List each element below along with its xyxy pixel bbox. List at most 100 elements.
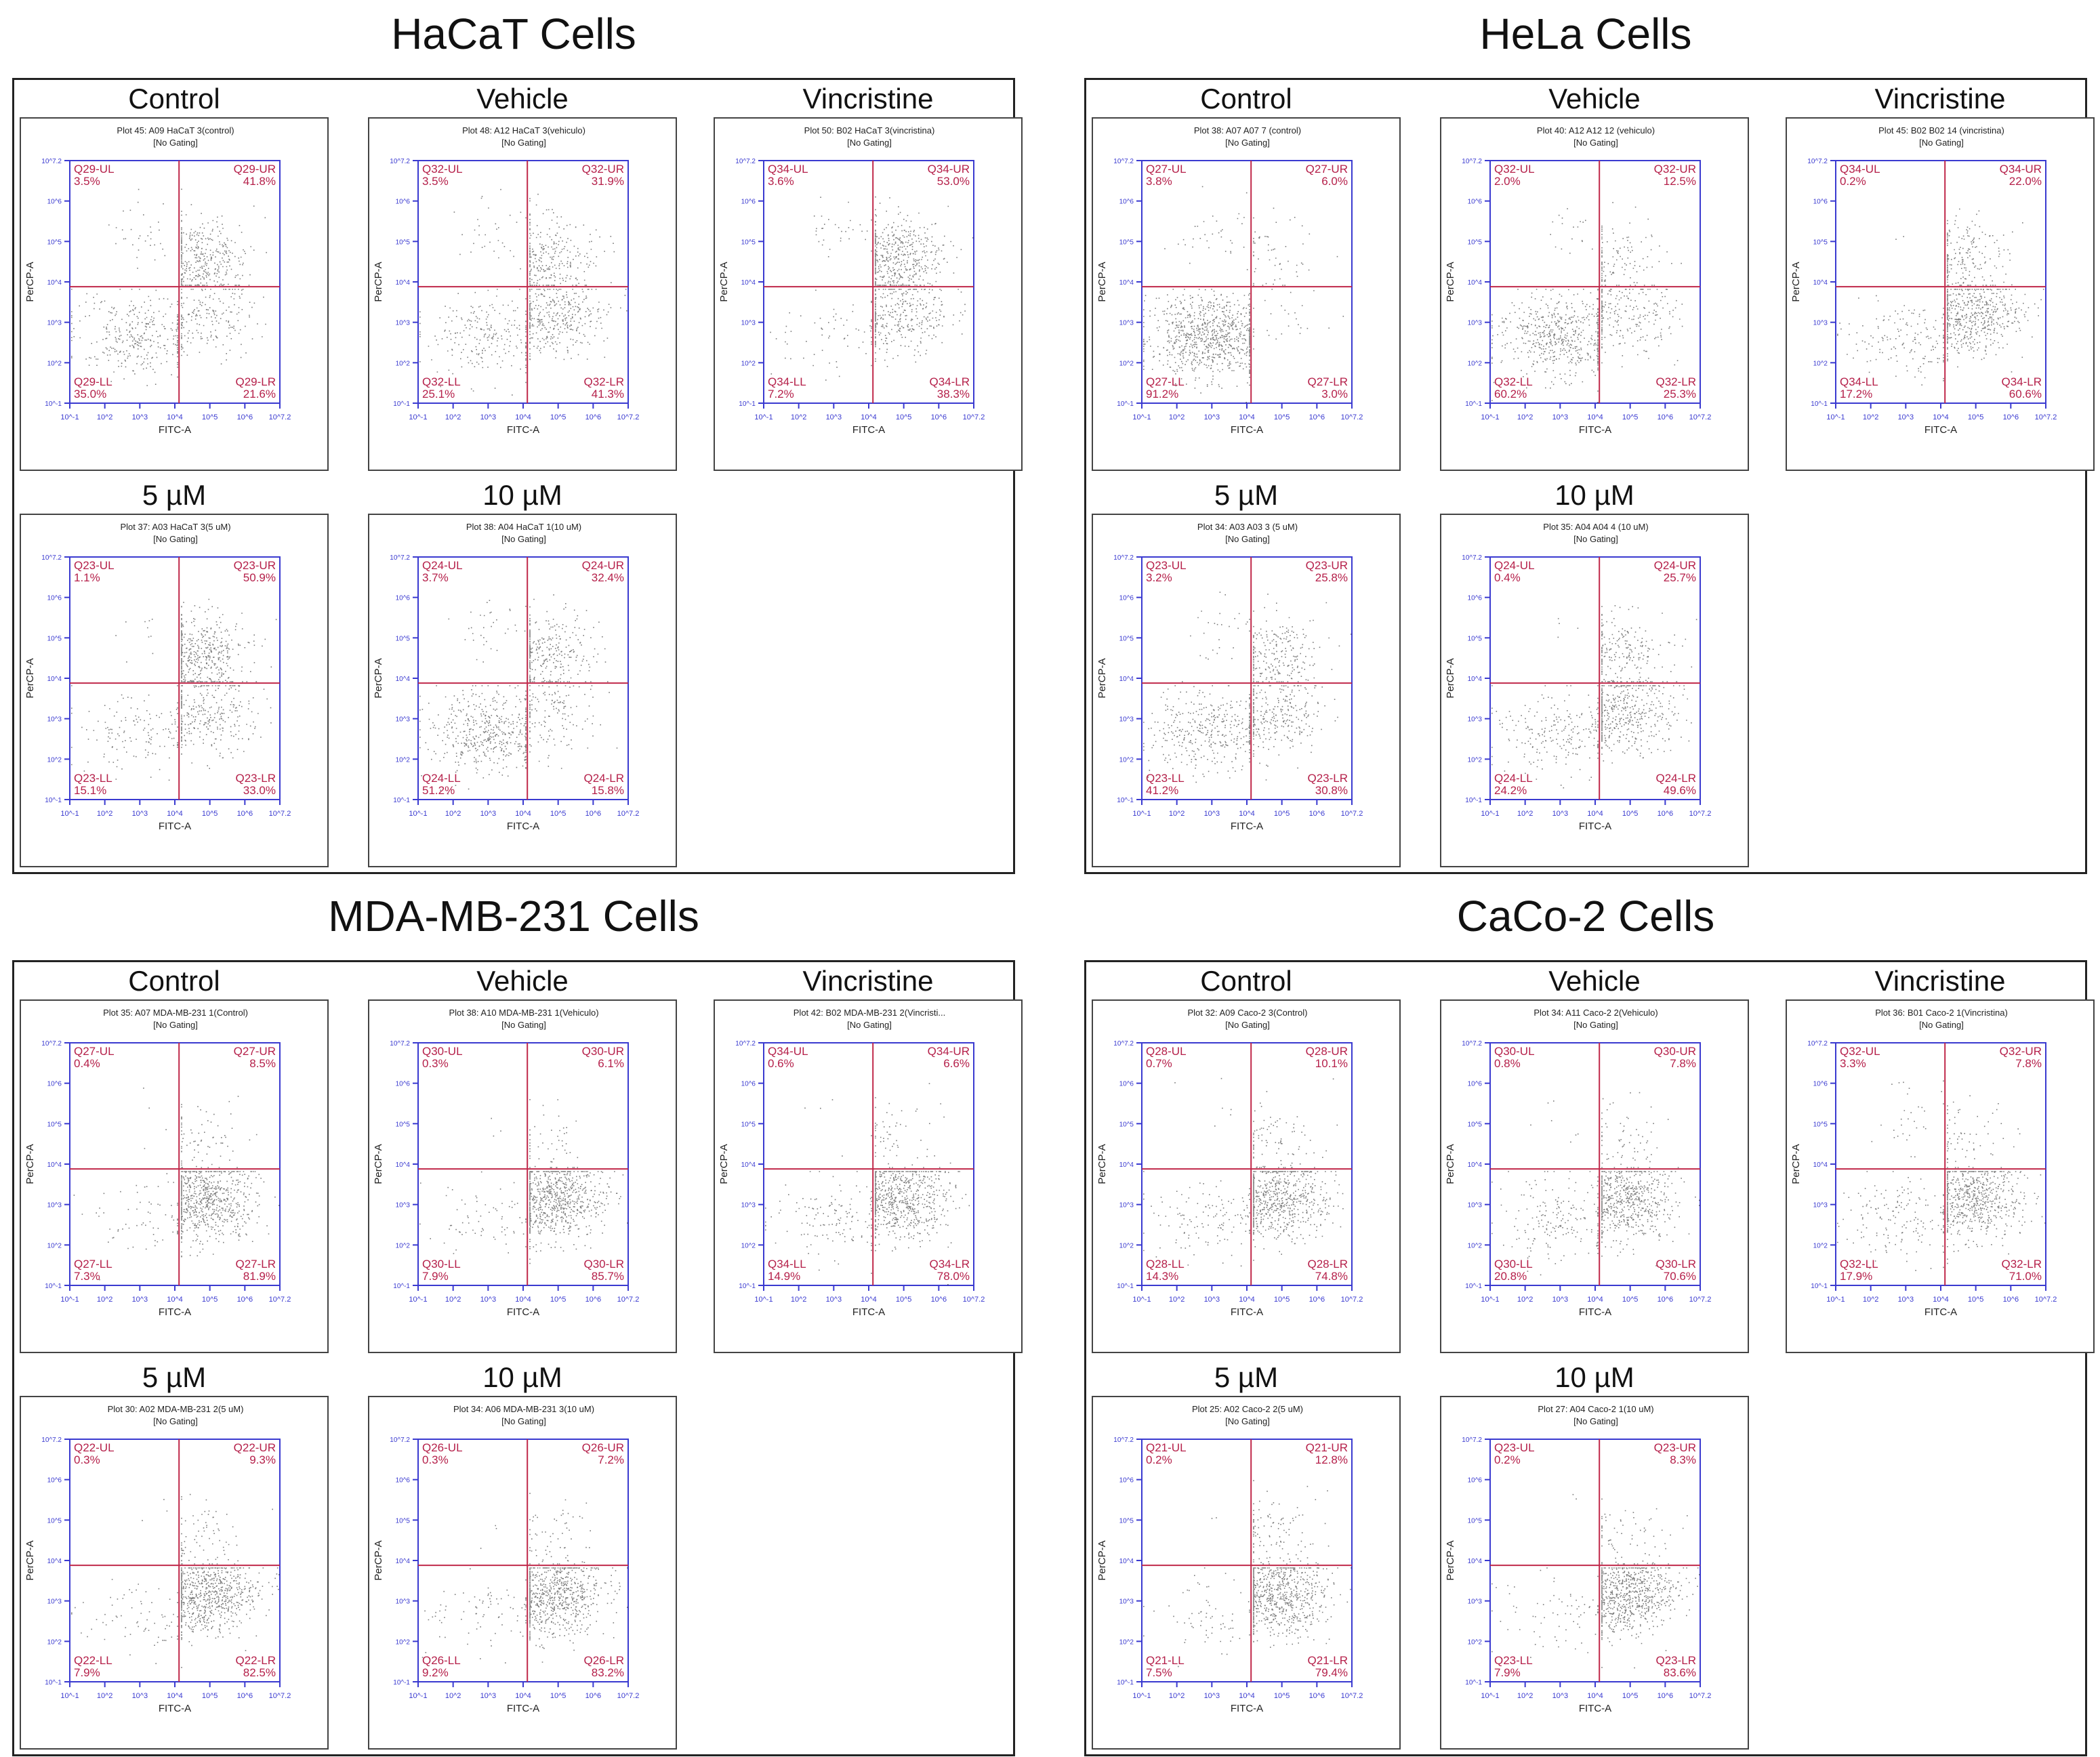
x-tick-label: 10^5 <box>1274 413 1290 421</box>
event-dot-cloud <box>419 594 618 795</box>
x-axis-label: FITC-A <box>507 424 539 436</box>
y-tick-label: 10^6 <box>396 595 411 602</box>
x-tick-label: 10^7.2 <box>1341 1692 1363 1700</box>
quadrant-percent: 71.0% <box>2009 1270 2042 1283</box>
dot-plot: Plot 48: A12 HaCaT 3(vehiculo) [No Gating… <box>368 117 677 471</box>
y-tick-label: 10^5 <box>1468 1121 1483 1128</box>
y-axis-label: PerCP-A <box>718 262 730 302</box>
quadrant-percent: 12.5% <box>1664 175 1696 188</box>
quadrant-id: Q27-LR <box>235 1258 276 1270</box>
plot-area <box>1489 1042 1701 1286</box>
dot-plot: Plot 32: A09 Caco-2 3(Control) [No Gating… <box>1092 999 1401 1353</box>
plot-area <box>1141 1439 1353 1682</box>
x-tick-label: 10^5 <box>202 413 218 421</box>
quadrant-id: Q26-LL <box>422 1654 461 1667</box>
quadrant-id: Q21-UL <box>1146 1441 1187 1454</box>
x-tick-label: 10^2 <box>1517 1692 1533 1700</box>
y-tick-label: 10^3 <box>47 320 62 327</box>
y-tick-label: 10^3 <box>1119 716 1134 724</box>
scatter-svg: Plot 40: A12 A12 12 (vehiculo) [No Gating… <box>1445 125 1711 436</box>
plot-area <box>69 1439 281 1682</box>
x-tick-label: 10^5 <box>896 413 912 421</box>
dot-plot: Plot 34: A06 MDA-MB-231 3(10 uM) [No Gati… <box>368 1396 677 1750</box>
x-tick-label: 10^3 <box>1898 413 1914 421</box>
quadrant-percent: 0.6% <box>768 1057 794 1070</box>
event-dots <box>1143 592 1352 783</box>
y-tick-label: 10^6 <box>47 199 62 206</box>
quadrant-id: Q34-LR <box>929 1258 970 1270</box>
quadrant-id: Q32-LR <box>583 375 624 388</box>
event-dots <box>73 1088 280 1281</box>
quadrant-id: Q28-LR <box>1307 1258 1348 1270</box>
x-tick-label: 10^2 <box>97 810 113 818</box>
y-tick-label: 10^7.2 <box>41 158 62 165</box>
y-tick-label: 10^7.2 <box>41 1040 62 1048</box>
x-tick-label: 10^6 <box>585 413 602 421</box>
panel-frame: Control Plot 38: A07 A07 7 (control) [No G… <box>1084 78 2095 874</box>
y-axis-label: PerCP-A <box>1445 262 1456 302</box>
y-tick-label: 10^7.2 <box>390 1040 410 1048</box>
x-axis-label: FITC-A <box>1231 424 1263 436</box>
y-tick-label: 10^-1 <box>1117 1283 1134 1290</box>
y-tick-label: 10^3 <box>1813 1202 1828 1210</box>
y-tick-label: 10^3 <box>1813 320 1828 327</box>
y-tick-label: 10^-1 <box>393 1679 410 1687</box>
x-tick-label: 10^6 <box>1658 1296 1674 1304</box>
x-tick-label: 10^6 <box>1658 413 1674 421</box>
y-tick-label: 10^3 <box>47 1598 62 1606</box>
quadrant-percent: 3.5% <box>74 175 100 188</box>
condition-label: 5 µM <box>1214 479 1279 511</box>
quadrant-percent: 7.9% <box>74 1666 100 1679</box>
quadrant-percent: 49.6% <box>1664 784 1696 797</box>
x-tick-label: 10^6 <box>237 1692 253 1700</box>
scatter-svg: Plot 25: A02 Caco-2 2(5 uM) [No Gating] 10… <box>1096 1404 1363 1714</box>
gating-label: [No Gating] <box>1573 534 1618 544</box>
y-axis-label: PerCP-A <box>24 1540 36 1580</box>
x-tick-label: 10^7.2 <box>617 1692 640 1700</box>
x-tick-label: 10^5 <box>202 810 218 818</box>
x-tick-label: 10^5 <box>1274 1296 1290 1304</box>
y-axis-label: PerCP-A <box>24 262 36 302</box>
plot-header: Plot 38: A04 HaCaT 1(10 uM) <box>466 522 581 532</box>
plot-area <box>1141 1042 1353 1286</box>
y-tick-label: 10^6 <box>1468 1081 1483 1088</box>
y-tick-label: 10^4 <box>1813 1161 1828 1169</box>
quadrant-percent: 0.2% <box>1494 1453 1521 1466</box>
quadrant-percent: 60.6% <box>2009 388 2042 400</box>
quadrant-id: Q27-UL <box>1146 163 1187 175</box>
x-tick-label: 10^7.2 <box>1341 810 1363 818</box>
x-tick-label: 10^2 <box>1517 413 1533 421</box>
x-tick-label: 10^7.2 <box>617 810 640 818</box>
event-dots <box>71 1493 280 1668</box>
event-dots <box>770 196 974 381</box>
quadrant-percent: 7.2% <box>768 388 794 400</box>
x-tick-label: 10^5 <box>1622 1692 1639 1700</box>
quadrant-percent: 81.9% <box>243 1270 276 1283</box>
y-tick-label: 10^2 <box>47 360 62 367</box>
y-tick-label: 10^-1 <box>393 797 410 804</box>
y-tick-label: 10^2 <box>396 756 411 764</box>
x-tick-label: 10^5 <box>202 1692 218 1700</box>
quadrant-id: Q27-LL <box>74 1258 112 1270</box>
x-tick-label: 10^-1 <box>1132 1296 1151 1304</box>
event-dot-cloud <box>765 1083 970 1285</box>
x-tick-label: 10^7.2 <box>963 413 985 421</box>
x-tick-label: 10^7.2 <box>1341 1296 1363 1304</box>
x-tick-label: 10^7.2 <box>2035 413 2057 421</box>
plot-area <box>417 160 629 404</box>
scatter-svg: Plot 34: A03 A03 3 (5 uM) [No Gating] 10^-… <box>1096 522 1363 832</box>
y-tick-label: 10^4 <box>1119 1161 1134 1169</box>
y-tick-label: 10^4 <box>1119 279 1134 287</box>
condition-label: 5 µM <box>1214 1361 1279 1393</box>
y-axis-label: PerCP-A <box>1790 262 1802 302</box>
scatter-svg: Plot 50: B02 HaCaT 3(vincristina) [No Gat… <box>718 125 985 436</box>
x-tick-label: 10^4 <box>167 413 183 421</box>
y-tick-label: 10^3 <box>1119 320 1134 327</box>
y-tick-label: 10^5 <box>1119 1517 1134 1525</box>
y-tick-label: 10^4 <box>396 676 411 683</box>
quadrant-percent: 8.3% <box>1670 1453 1696 1466</box>
quadrant-percent: 2.0% <box>1494 175 1521 188</box>
x-tick-label: 10^4 <box>1239 1692 1255 1700</box>
x-tick-label: 10^7.2 <box>1689 1692 1712 1700</box>
quadrant-percent: 35.0% <box>74 388 106 400</box>
